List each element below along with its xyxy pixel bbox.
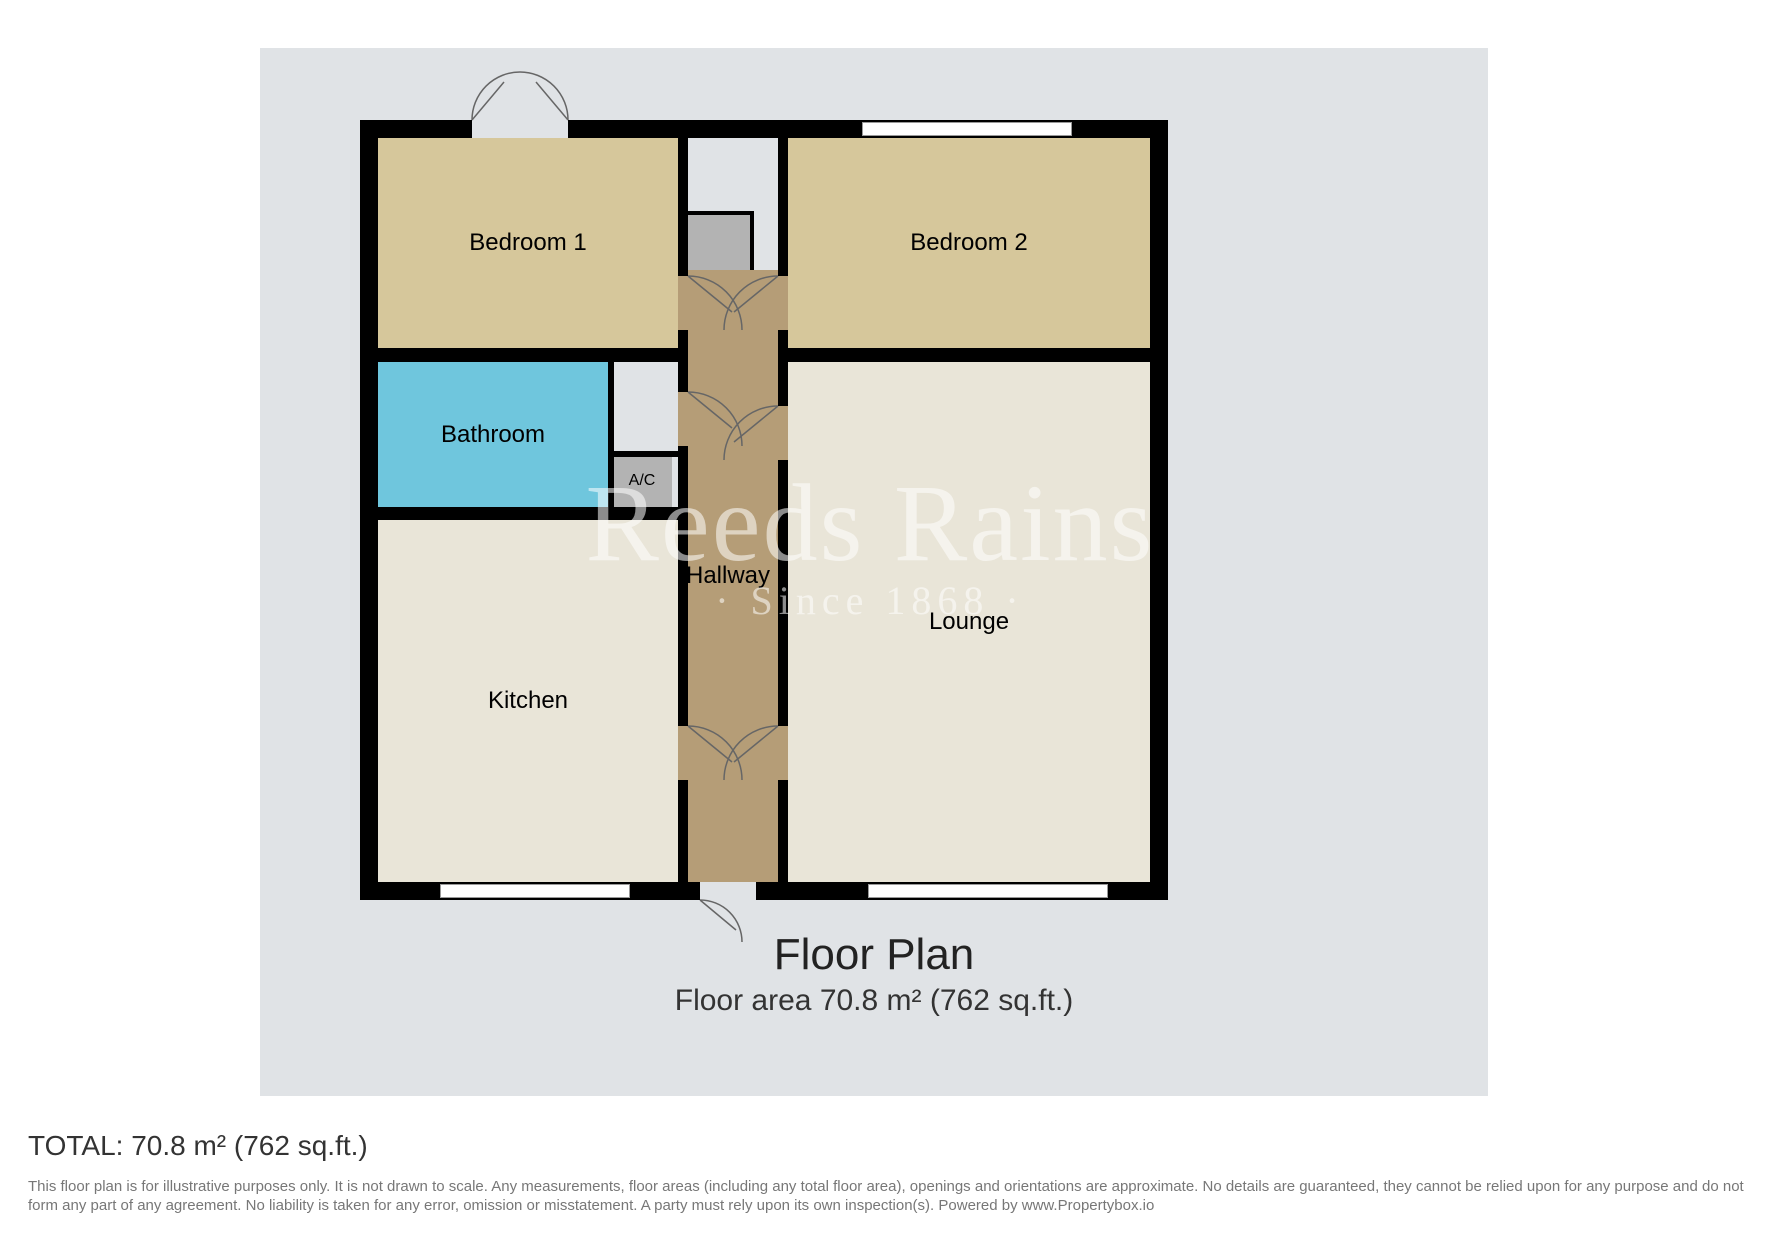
room-closet xyxy=(688,215,750,270)
wall-closet-top xyxy=(688,211,750,215)
wall-bed2-bottom xyxy=(788,348,1150,362)
wall-ac-top xyxy=(608,451,678,457)
room-bedroom2: Bedroom 2 xyxy=(788,138,1150,348)
room-hallway: Hallway xyxy=(678,270,778,882)
room-ac: A/C xyxy=(612,455,672,507)
label-lounge: Lounge xyxy=(929,608,1009,636)
opening-hall-bottom xyxy=(700,882,756,900)
room-bathroom: Bathroom xyxy=(378,362,608,507)
opening-bed1-top xyxy=(472,120,568,138)
label-ac: A/C xyxy=(629,472,656,490)
wall-closet-right xyxy=(750,211,754,270)
opening-lounge-door2 xyxy=(778,726,788,780)
title-block: Floor Plan Floor area 70.8 m² (762 sq.ft… xyxy=(260,930,1488,1018)
room-lounge: Lounge xyxy=(788,362,1150,882)
wall-bath-right xyxy=(608,362,614,507)
label-bedroom2: Bedroom 2 xyxy=(910,229,1027,257)
total-line: TOTAL: 70.8 m² (762 sq.ft.) xyxy=(28,1130,368,1162)
outer-wall-right xyxy=(1150,120,1168,900)
label-bathroom: Bathroom xyxy=(441,421,545,449)
wall-bath-bottom xyxy=(378,507,678,520)
room-bedroom1: Bedroom 1 xyxy=(378,138,678,348)
wall-bed1-bottom xyxy=(378,348,678,362)
label-hallway: Hallway xyxy=(686,562,770,590)
title-sub: Floor area 70.8 m² (762 sq.ft.) xyxy=(260,984,1488,1018)
window-lounge xyxy=(868,884,1108,898)
opening-bed2-door xyxy=(778,276,788,330)
opening-bed1-door xyxy=(678,276,688,330)
label-bedroom1: Bedroom 1 xyxy=(469,229,586,257)
label-kitchen: Kitchen xyxy=(488,687,568,715)
title-main: Floor Plan xyxy=(260,930,1488,980)
window-bed2 xyxy=(862,122,1072,136)
opening-bath-door xyxy=(678,392,688,446)
opening-kitchen-door xyxy=(678,726,688,780)
window-kitchen xyxy=(440,884,630,898)
room-kitchen: Kitchen xyxy=(378,520,678,882)
opening-lounge-door xyxy=(778,406,788,460)
outer-wall-left xyxy=(360,120,378,900)
disclaimer: This floor plan is for illustrative purp… xyxy=(28,1178,1748,1216)
